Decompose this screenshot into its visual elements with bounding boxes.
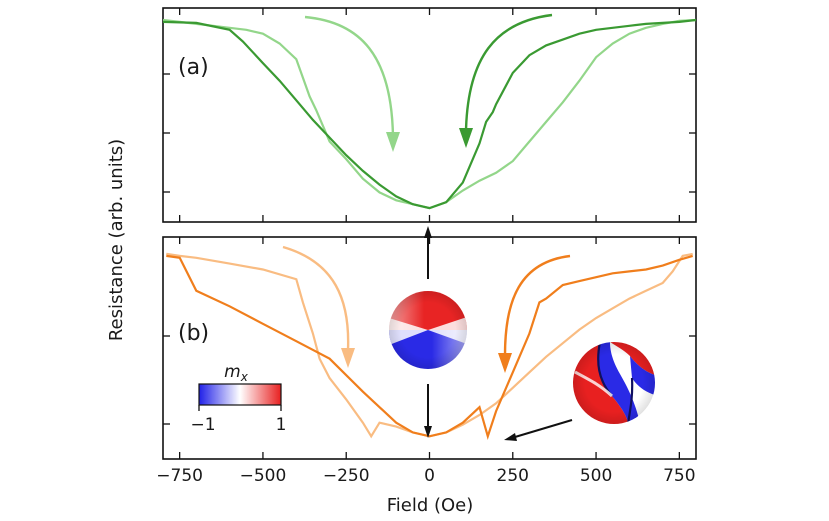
panel-b-label: (b)	[178, 321, 209, 346]
x-tick-labels: −750 −500 −250 0 250 500 750	[156, 466, 695, 486]
sweep-arrow-b-left	[282, 245, 355, 368]
pointer-arrow-to-panel-a-minimum	[424, 226, 432, 279]
sweep-arrow-a-left	[304, 15, 400, 152]
x-tick-label: 500	[580, 466, 612, 486]
panel-b-plot-area	[166, 252, 694, 441]
colorbar: mx −1 1	[190, 362, 286, 435]
panel-a-label: (a)	[178, 55, 209, 80]
x-tick-label: −750	[156, 466, 203, 486]
x-tick-label: 750	[663, 466, 695, 486]
sweep-arrow-a-right	[459, 13, 553, 148]
panel-a-light-curve	[163, 18, 696, 210]
x-axis-label: Field (Oe)	[387, 495, 474, 516]
vortex-state-inset	[389, 291, 467, 369]
y-axis-label: Resistance (arb. units)	[106, 139, 127, 341]
x-tick-label: −250	[323, 466, 370, 486]
pointer-arrow-to-kink	[504, 419, 573, 441]
panel-a-plot-area	[163, 18, 696, 210]
tick-marks	[163, 8, 696, 459]
colorbar-min-label: −1	[190, 415, 215, 435]
x-tick-label: 0	[424, 466, 435, 486]
panel-a-dark-curve	[163, 18, 696, 210]
x-tick-label: 250	[497, 466, 529, 486]
sweep-arrow-b-right	[498, 254, 571, 373]
pointer-arrow-to-panel-b-minimum	[424, 384, 432, 438]
x-tick-label: −500	[240, 466, 287, 486]
colorbar-gradient	[198, 383, 282, 406]
colorbar-max-label: 1	[276, 415, 287, 435]
colorbar-label: mx	[224, 362, 249, 384]
domain-wall-state-inset	[573, 342, 655, 424]
panel-b-dark-curve	[166, 254, 694, 441]
